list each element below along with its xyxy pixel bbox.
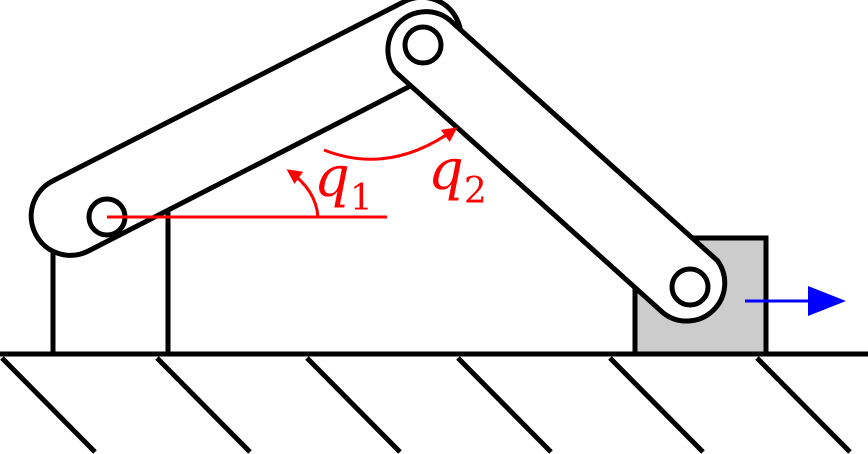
q1-symbol: q <box>314 145 350 210</box>
coupler-link <box>385 9 728 324</box>
q1-angle-arc <box>286 169 320 218</box>
q2-symbol: q <box>428 138 464 203</box>
slider-joint <box>669 266 711 308</box>
ground-hatch-5 <box>608 356 705 454</box>
q2-subscript: 2 <box>464 171 487 212</box>
ground-hatch-2 <box>155 356 252 454</box>
q1-label: q1 <box>314 145 373 219</box>
ground-hatching <box>0 356 852 454</box>
q2-label: q2 <box>428 138 487 212</box>
ground-hatch-3 <box>305 356 402 454</box>
ground-hatch-6 <box>755 356 852 454</box>
crank-coupler-joint <box>402 24 444 66</box>
q1-subscript: 1 <box>350 178 373 219</box>
q2-angle-arc <box>323 127 458 161</box>
slider-motion-arrow-head <box>808 286 846 316</box>
ground-hatch-4 <box>456 356 553 454</box>
ground-hatch-1 <box>0 356 97 454</box>
